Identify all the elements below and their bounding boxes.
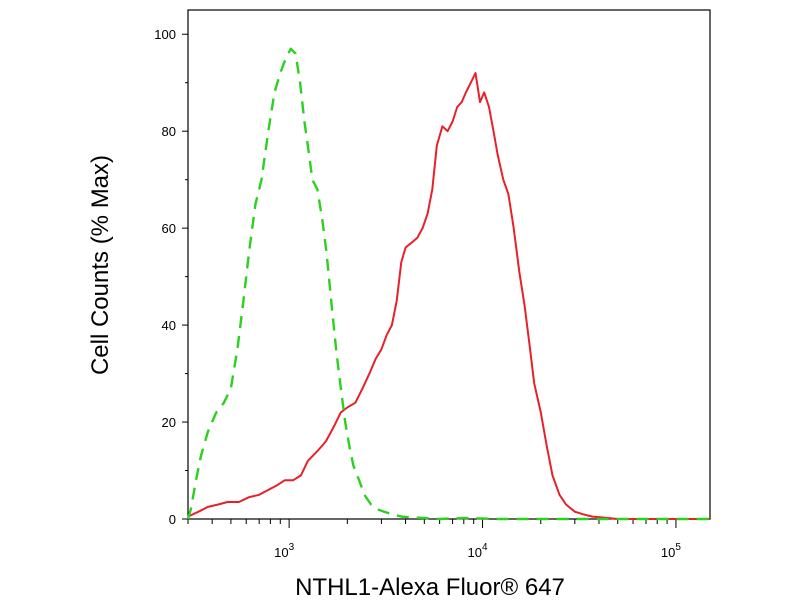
series-line-2 [186,47,710,521]
y-tick-label: 0 [169,512,176,527]
x-tick-label: 104 [468,542,488,560]
y-axis-label: Cell Counts (% Max) [87,155,114,375]
series-layer [186,47,710,521]
y-tick-label: 20 [162,415,176,430]
y-tick-label: 80 [162,124,176,139]
series-line-1 [187,72,710,520]
plot-frame [187,9,711,520]
y-tick-label: 60 [162,221,176,236]
axis-tick-labels: 0 20 40 60 80 100 103 104 105 [154,27,681,560]
x-tick-label: 103 [274,542,294,560]
x-axis-label: NTHL1-Alexa Fluor® 647 [295,574,565,600]
x-tick-label: 105 [661,542,681,560]
axis-ticks [182,33,677,528]
y-tick-label: 100 [154,27,176,42]
y-tick-label: 40 [162,318,176,333]
